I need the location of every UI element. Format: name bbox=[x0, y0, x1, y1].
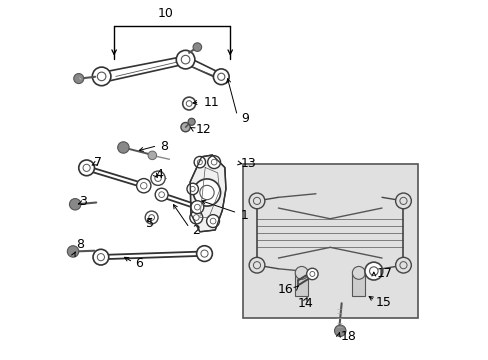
Circle shape bbox=[93, 249, 108, 265]
Circle shape bbox=[183, 97, 195, 110]
Text: 7: 7 bbox=[94, 156, 102, 169]
Text: 2: 2 bbox=[191, 224, 199, 237]
Text: 17: 17 bbox=[376, 267, 392, 280]
Circle shape bbox=[176, 50, 194, 69]
Circle shape bbox=[151, 171, 165, 185]
Text: 18: 18 bbox=[340, 330, 356, 343]
Circle shape bbox=[194, 157, 205, 168]
Circle shape bbox=[364, 262, 382, 280]
Circle shape bbox=[148, 151, 156, 159]
Circle shape bbox=[193, 179, 220, 206]
Text: 4: 4 bbox=[155, 168, 163, 181]
Text: 1: 1 bbox=[240, 208, 247, 221]
Text: 9: 9 bbox=[241, 112, 248, 125]
Circle shape bbox=[74, 73, 83, 84]
Circle shape bbox=[196, 246, 212, 261]
Circle shape bbox=[118, 142, 129, 153]
Text: 16: 16 bbox=[278, 283, 293, 296]
Circle shape bbox=[193, 43, 201, 51]
Text: 10: 10 bbox=[157, 8, 173, 21]
Bar bbox=[242, 164, 417, 318]
Circle shape bbox=[206, 215, 219, 228]
Bar bbox=[352, 273, 365, 296]
Text: 12: 12 bbox=[196, 123, 211, 136]
Text: 5: 5 bbox=[146, 217, 154, 230]
Text: 8: 8 bbox=[76, 238, 84, 251]
Circle shape bbox=[67, 246, 79, 257]
Text: 11: 11 bbox=[203, 96, 219, 109]
Circle shape bbox=[155, 188, 168, 201]
Bar bbox=[295, 273, 307, 296]
Circle shape bbox=[69, 199, 81, 210]
Circle shape bbox=[181, 122, 190, 132]
Text: 14: 14 bbox=[298, 297, 313, 310]
Circle shape bbox=[92, 67, 111, 86]
Circle shape bbox=[79, 160, 94, 176]
Text: 13: 13 bbox=[240, 157, 255, 170]
Text: 15: 15 bbox=[375, 296, 391, 309]
Polygon shape bbox=[190, 155, 225, 232]
Circle shape bbox=[213, 69, 229, 85]
Circle shape bbox=[248, 257, 264, 273]
Text: 6: 6 bbox=[135, 257, 143, 270]
Circle shape bbox=[306, 268, 317, 280]
Text: 3: 3 bbox=[80, 195, 87, 208]
Circle shape bbox=[186, 183, 198, 195]
Circle shape bbox=[248, 193, 264, 209]
Circle shape bbox=[136, 179, 151, 193]
Circle shape bbox=[395, 257, 410, 273]
Circle shape bbox=[145, 211, 158, 224]
Circle shape bbox=[395, 193, 410, 209]
Circle shape bbox=[188, 118, 195, 125]
Text: 8: 8 bbox=[160, 140, 168, 153]
Circle shape bbox=[207, 156, 220, 168]
Circle shape bbox=[352, 266, 365, 279]
Circle shape bbox=[295, 266, 307, 279]
Circle shape bbox=[190, 201, 203, 213]
Circle shape bbox=[189, 211, 203, 224]
Circle shape bbox=[334, 325, 345, 337]
